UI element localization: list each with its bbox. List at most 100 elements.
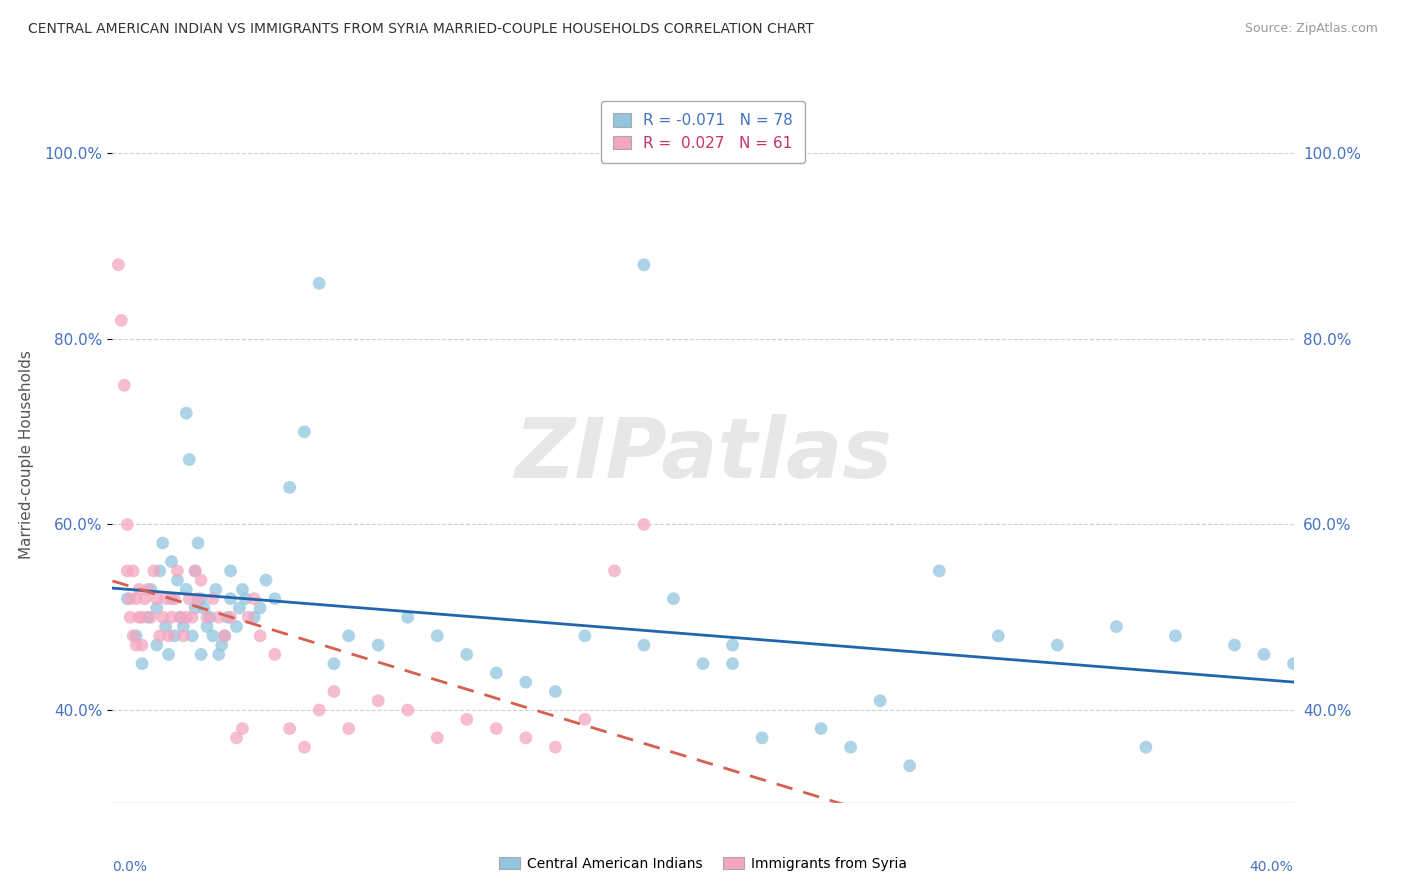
- Point: [633, 638, 655, 652]
- Point: [928, 564, 950, 578]
- Point: [208, 648, 231, 662]
- Point: [128, 582, 150, 597]
- Point: [211, 638, 233, 652]
- Point: [190, 573, 212, 587]
- Point: [337, 722, 360, 736]
- Point: [692, 657, 714, 671]
- Point: [187, 591, 209, 606]
- Point: [134, 591, 156, 606]
- Point: [264, 648, 287, 662]
- Point: [278, 722, 301, 736]
- Point: [225, 619, 247, 633]
- Point: [1223, 638, 1246, 652]
- Point: [308, 703, 330, 717]
- Point: [219, 610, 242, 624]
- Text: 40.0%: 40.0%: [1250, 860, 1294, 874]
- Legend: Central American Indians, Immigrants from Syria: Central American Indians, Immigrants fro…: [494, 851, 912, 876]
- Point: [117, 564, 138, 578]
- Point: [208, 610, 231, 624]
- Point: [155, 619, 177, 633]
- Point: [278, 480, 301, 494]
- Text: CENTRAL AMERICAN INDIAN VS IMMIGRANTS FROM SYRIA MARRIED-COUPLE HOUSEHOLDS CORRE: CENTRAL AMERICAN INDIAN VS IMMIGRANTS FR…: [28, 22, 814, 37]
- Point: [131, 657, 153, 671]
- Point: [160, 610, 183, 624]
- Point: [117, 591, 138, 606]
- Point: [157, 629, 180, 643]
- Y-axis label: Married-couple Households: Married-couple Households: [18, 351, 34, 559]
- Point: [149, 564, 172, 578]
- Point: [131, 638, 153, 652]
- Point: [323, 657, 346, 671]
- Point: [243, 610, 266, 624]
- Point: [169, 610, 191, 624]
- Point: [187, 536, 209, 550]
- Point: [172, 629, 194, 643]
- Point: [515, 731, 537, 745]
- Point: [231, 722, 253, 736]
- Point: [987, 629, 1010, 643]
- Point: [169, 610, 191, 624]
- Text: 0.0%: 0.0%: [112, 860, 148, 874]
- Point: [238, 610, 260, 624]
- Point: [110, 313, 132, 327]
- Point: [160, 591, 183, 606]
- Point: [869, 694, 891, 708]
- Point: [152, 536, 174, 550]
- Point: [751, 731, 773, 745]
- Point: [155, 591, 177, 606]
- Point: [1253, 648, 1275, 662]
- Point: [574, 629, 596, 643]
- Point: [172, 619, 194, 633]
- Point: [574, 712, 596, 726]
- Point: [122, 629, 145, 643]
- Point: [367, 694, 389, 708]
- Point: [146, 591, 169, 606]
- Point: [184, 601, 207, 615]
- Point: [128, 610, 150, 624]
- Point: [136, 610, 159, 624]
- Point: [157, 648, 180, 662]
- Point: [198, 610, 221, 624]
- Point: [184, 564, 207, 578]
- Point: [193, 601, 215, 615]
- Point: [367, 638, 389, 652]
- Point: [166, 573, 188, 587]
- Point: [179, 452, 201, 467]
- Point: [396, 703, 419, 717]
- Point: [120, 591, 142, 606]
- Text: ZIPatlas: ZIPatlas: [515, 415, 891, 495]
- Point: [426, 731, 449, 745]
- Point: [136, 582, 159, 597]
- Point: [201, 629, 224, 643]
- Point: [249, 601, 271, 615]
- Point: [243, 591, 266, 606]
- Point: [633, 258, 655, 272]
- Point: [205, 582, 228, 597]
- Point: [146, 601, 169, 615]
- Point: [485, 665, 508, 680]
- Point: [721, 657, 744, 671]
- Point: [396, 610, 419, 624]
- Point: [839, 740, 862, 755]
- Point: [544, 740, 567, 755]
- Point: [662, 591, 685, 606]
- Point: [603, 564, 626, 578]
- Point: [219, 591, 242, 606]
- Point: [174, 610, 197, 624]
- Point: [456, 712, 478, 726]
- Point: [323, 684, 346, 698]
- Point: [1164, 629, 1187, 643]
- Point: [166, 564, 188, 578]
- Point: [426, 629, 449, 643]
- Point: [117, 517, 138, 532]
- Point: [163, 629, 186, 643]
- Point: [160, 555, 183, 569]
- Point: [146, 638, 169, 652]
- Point: [1105, 619, 1128, 633]
- Point: [131, 610, 153, 624]
- Point: [125, 638, 148, 652]
- Point: [201, 591, 224, 606]
- Point: [292, 425, 315, 439]
- Point: [249, 629, 271, 643]
- Point: [456, 648, 478, 662]
